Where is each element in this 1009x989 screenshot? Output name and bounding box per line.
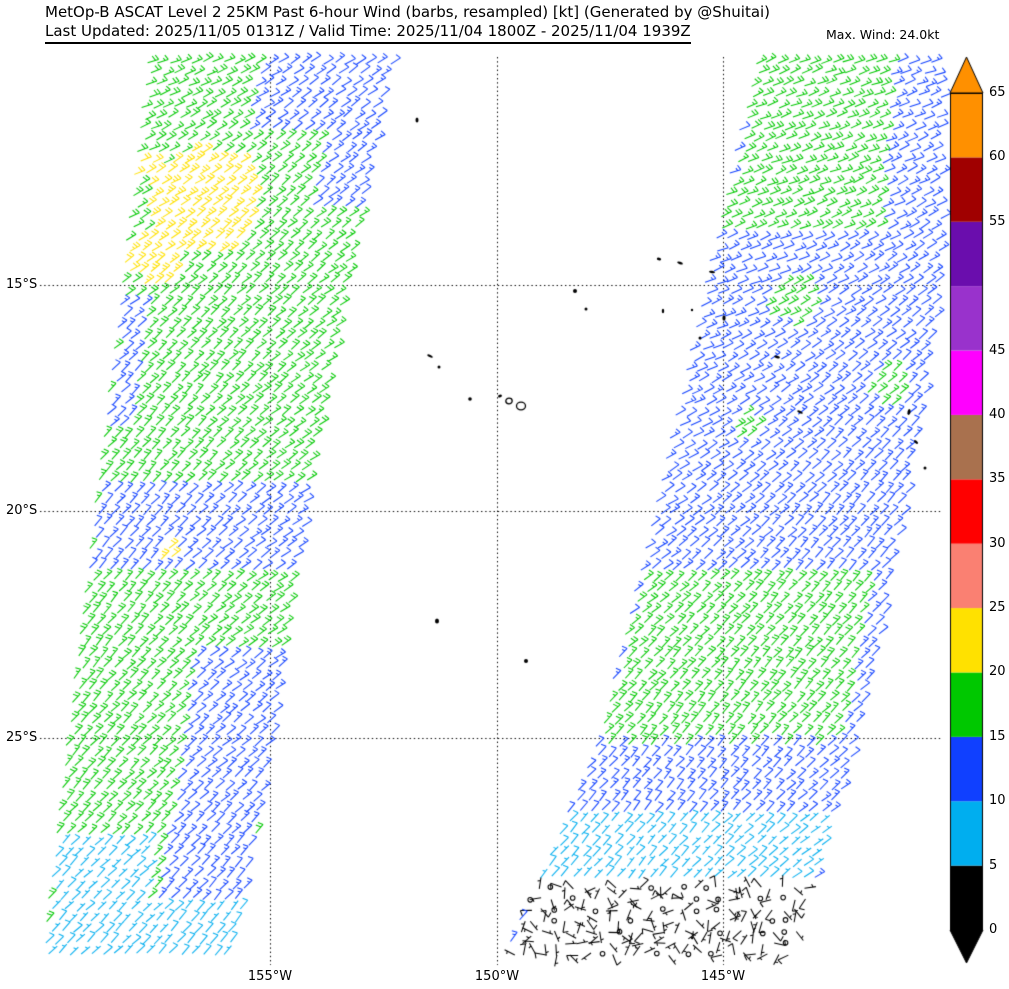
lon-tick-label: 155°W (247, 969, 293, 984)
colorbar-tick-label: 55 (989, 213, 1006, 229)
chart-subtitle: Last Updated: 2025/11/05 0131Z / Valid T… (45, 22, 691, 44)
lat-tick-label: 20°S (6, 503, 38, 518)
colorbar-tick-label: 5 (989, 857, 998, 873)
colorbar-tick-label: 35 (989, 471, 1006, 487)
chart-title: MetOp-B ASCAT Level 2 25KM Past 6-hour W… (45, 3, 771, 21)
lon-tick-label: 150°W (474, 969, 520, 984)
colorbar-tick-label: 40 (989, 406, 1006, 422)
colorbar-tick-label: 30 (989, 535, 1006, 551)
lat-tick-label: 25°S (6, 730, 38, 745)
lon-tick-label: 145°W (700, 969, 746, 984)
colorbar-tick-label: 20 (989, 664, 1006, 680)
colorbar-tick-label: 25 (989, 600, 1006, 616)
colorbar-tick-label: 15 (989, 728, 1006, 744)
colorbar-tick-label: 45 (989, 342, 1006, 358)
max-wind-label: Max. Wind: 24.0kt (826, 27, 940, 42)
colorbar-tick-label: 60 (989, 149, 1006, 165)
lat-tick-label: 15°S (6, 277, 38, 292)
colorbar-tick-label: 10 (989, 793, 1006, 809)
colorbar-tick-label: 0 (989, 922, 998, 937)
colorbar-tick-label: 65 (989, 85, 1006, 100)
